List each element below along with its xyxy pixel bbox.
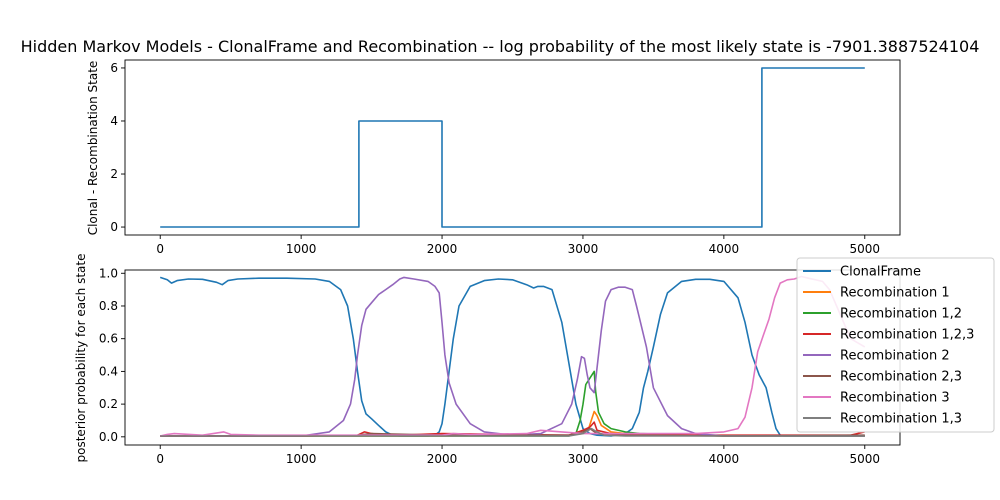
bottom-x-tick-label: 4000 (709, 452, 740, 466)
bottom-y-tick-label: 0.0 (99, 430, 118, 444)
bottom-plot-area: 0 1000 2000 3000 4000 5000 0.0 0.2 0.4 0.6 0.8 1.0 (99, 266, 901, 466)
bottom-y-tick-label: 1.0 (99, 266, 118, 280)
top-y-axis-label: Clonal - Recombination State (86, 61, 100, 236)
bottom-y-axis-label: posterior probability for each state (74, 254, 88, 463)
legend-label: Recombination 2,3 (840, 370, 962, 385)
bottom-y-tick-label: 0.6 (99, 332, 118, 346)
legend: ClonalFrame Recombination 1 Recombination … (796, 257, 995, 433)
legend-label: Recombination 3 (840, 391, 950, 406)
legend-label: Recombination 1,3 (840, 412, 962, 427)
top-axes-frame (124, 59, 901, 236)
top-x-tick-label: 3000 (568, 242, 599, 256)
bottom-x-tick-label: 0 (156, 452, 164, 466)
bottom-series-line-8 (160, 427, 865, 437)
bottom-y-tick-label: 0.8 (99, 299, 118, 313)
top-x-tick-label: 4000 (709, 242, 740, 256)
bottom-y-tick-label: 0.4 (99, 364, 118, 378)
legend-label: Recombination 1,2,3 (840, 328, 974, 343)
legend-label: Recombination 2 (840, 349, 950, 364)
top-y-tick-label: 6 (110, 61, 118, 75)
top-y-tick-label: 0 (110, 220, 118, 234)
top-plot-area: 0 1000 2000 3000 4000 5000 0 2 4 6 (110, 59, 901, 256)
bottom-x-tick-label: 3000 (568, 452, 599, 466)
bottom-series-line-1 (159, 276, 865, 437)
top-series-line-1 (160, 67, 865, 228)
top-x-tick-label: 0 (156, 242, 164, 256)
legend-label: ClonalFrame (840, 265, 921, 280)
bottom-x-tick-label: 5000 (849, 452, 880, 466)
top-x-tick-label: 1000 (286, 242, 317, 256)
bottom-x-tick-label: 1000 (286, 452, 317, 466)
bottom-y-tick-label: 0.2 (99, 397, 118, 411)
legend-label: Recombination 1,2 (840, 307, 962, 322)
legend-box (796, 257, 995, 433)
top-x-tick-label: 2000 (427, 242, 458, 256)
bottom-series-line-5 (160, 276, 865, 437)
top-chart-title: Hidden Markov Models - ClonalFrame and R… (21, 37, 980, 56)
top-x-tick-label: 5000 (849, 242, 880, 256)
legend-label: Recombination 1 (840, 286, 950, 301)
bottom-x-tick-label: 2000 (427, 452, 458, 466)
top-y-tick-label: 2 (110, 167, 118, 181)
top-y-tick-label: 4 (110, 114, 118, 128)
